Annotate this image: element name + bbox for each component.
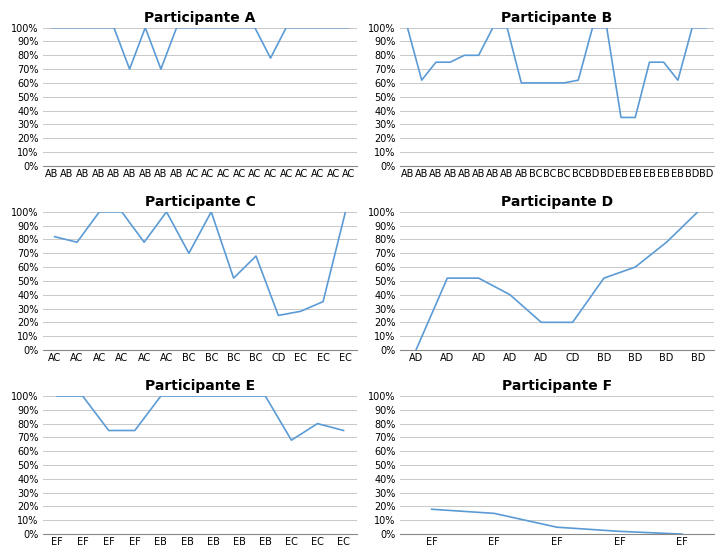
Title: Participante C: Participante C	[144, 195, 256, 209]
Title: Participante F: Participante F	[502, 379, 612, 393]
Title: Participante A: Participante A	[144, 11, 256, 25]
Title: Participante D: Participante D	[501, 195, 613, 209]
Title: Participante B: Participante B	[502, 11, 613, 25]
Title: Participante E: Participante E	[145, 379, 255, 393]
